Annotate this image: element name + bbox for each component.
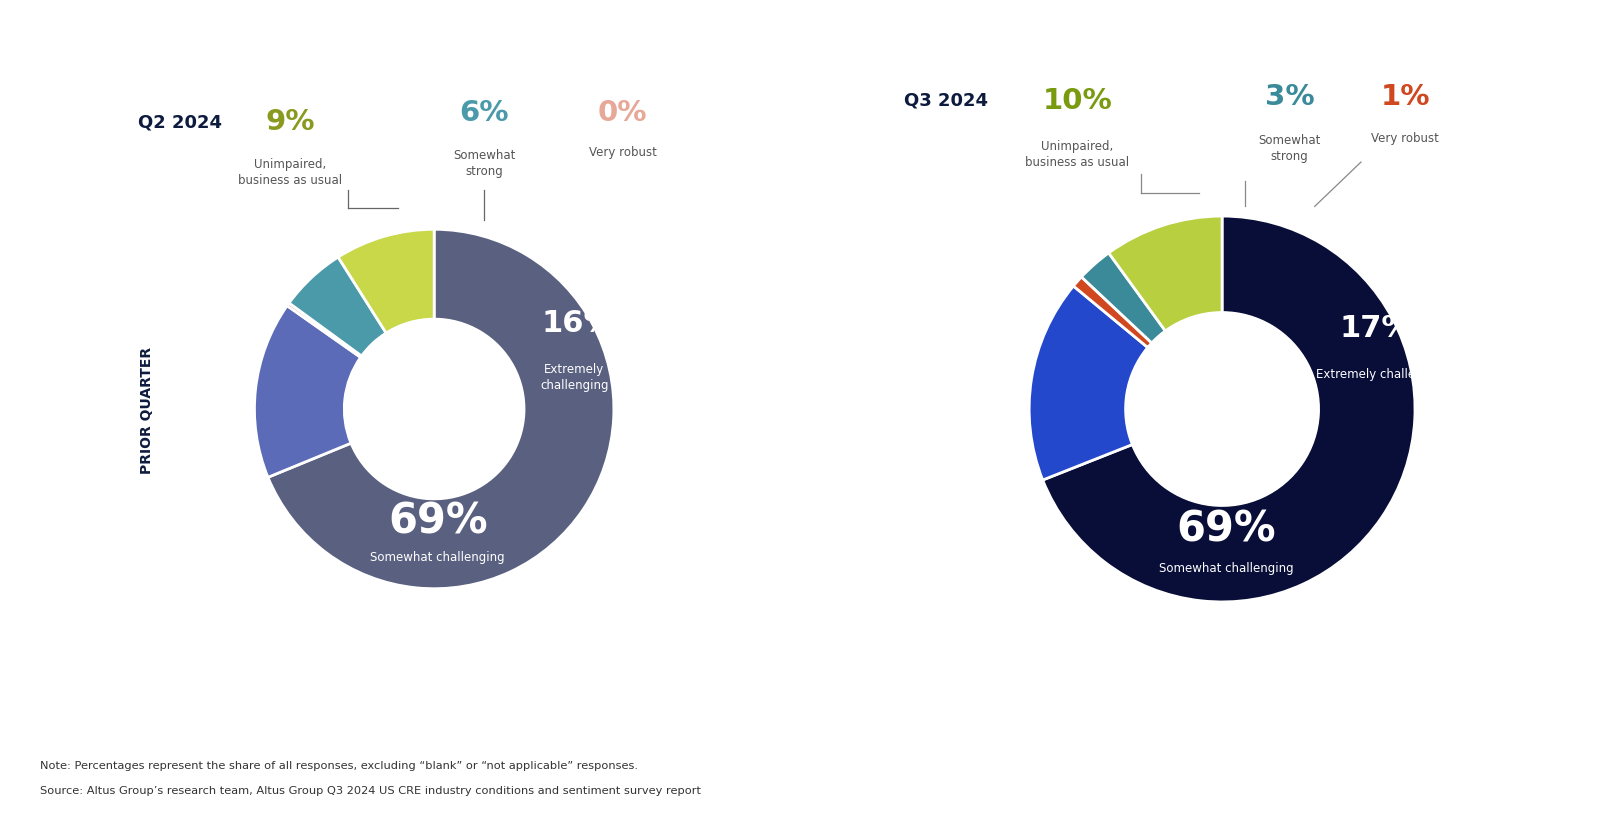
Text: 0%: 0% xyxy=(598,99,648,127)
Text: 69%: 69% xyxy=(387,500,487,541)
Text: Extremely
challenging: Extremely challenging xyxy=(540,363,607,391)
Text: Somewhat
strong: Somewhat strong xyxy=(453,149,516,179)
Wedge shape xyxy=(289,258,386,356)
Wedge shape xyxy=(1107,217,1221,332)
Wedge shape xyxy=(337,230,434,333)
Wedge shape xyxy=(1041,217,1414,602)
Wedge shape xyxy=(254,306,360,477)
Text: Note: Percentages represent the share of all responses, excluding “blank” or “no: Note: Percentages represent the share of… xyxy=(40,760,638,770)
Text: 10%: 10% xyxy=(1041,87,1112,115)
Text: 17%: 17% xyxy=(1339,314,1413,343)
Text: Very robust: Very robust xyxy=(588,146,656,159)
Text: 3%: 3% xyxy=(1265,84,1313,111)
Text: Source: Altus Group’s research team, Altus Group Q3 2024 US CRE industry conditi: Source: Altus Group’s research team, Alt… xyxy=(40,785,701,794)
Wedge shape xyxy=(288,304,362,358)
Wedge shape xyxy=(1073,278,1151,348)
Text: Extremely challenging: Extremely challenging xyxy=(1315,367,1448,380)
Text: Q2 2024: Q2 2024 xyxy=(138,113,222,131)
Text: Q3 2024: Q3 2024 xyxy=(903,92,987,110)
Wedge shape xyxy=(1028,287,1147,481)
Text: Unimpaired,
business as usual: Unimpaired, business as usual xyxy=(1025,140,1128,169)
Text: Somewhat
strong: Somewhat strong xyxy=(1258,134,1319,163)
Wedge shape xyxy=(1082,254,1165,343)
Text: Somewhat challenging: Somewhat challenging xyxy=(1159,561,1292,574)
Circle shape xyxy=(344,319,524,500)
Text: Unimpaired,
business as usual: Unimpaired, business as usual xyxy=(238,158,342,188)
Text: 16%: 16% xyxy=(542,309,614,337)
Text: 9%: 9% xyxy=(265,108,315,136)
Text: 1%: 1% xyxy=(1380,84,1429,111)
Text: Very robust: Very robust xyxy=(1371,132,1438,145)
Circle shape xyxy=(1125,313,1318,506)
Text: 6%: 6% xyxy=(460,99,509,127)
Wedge shape xyxy=(268,230,614,589)
Text: Somewhat challenging: Somewhat challenging xyxy=(370,550,505,563)
Text: PRIOR QUARTER: PRIOR QUARTER xyxy=(140,346,154,473)
Text: 69%: 69% xyxy=(1175,508,1274,550)
